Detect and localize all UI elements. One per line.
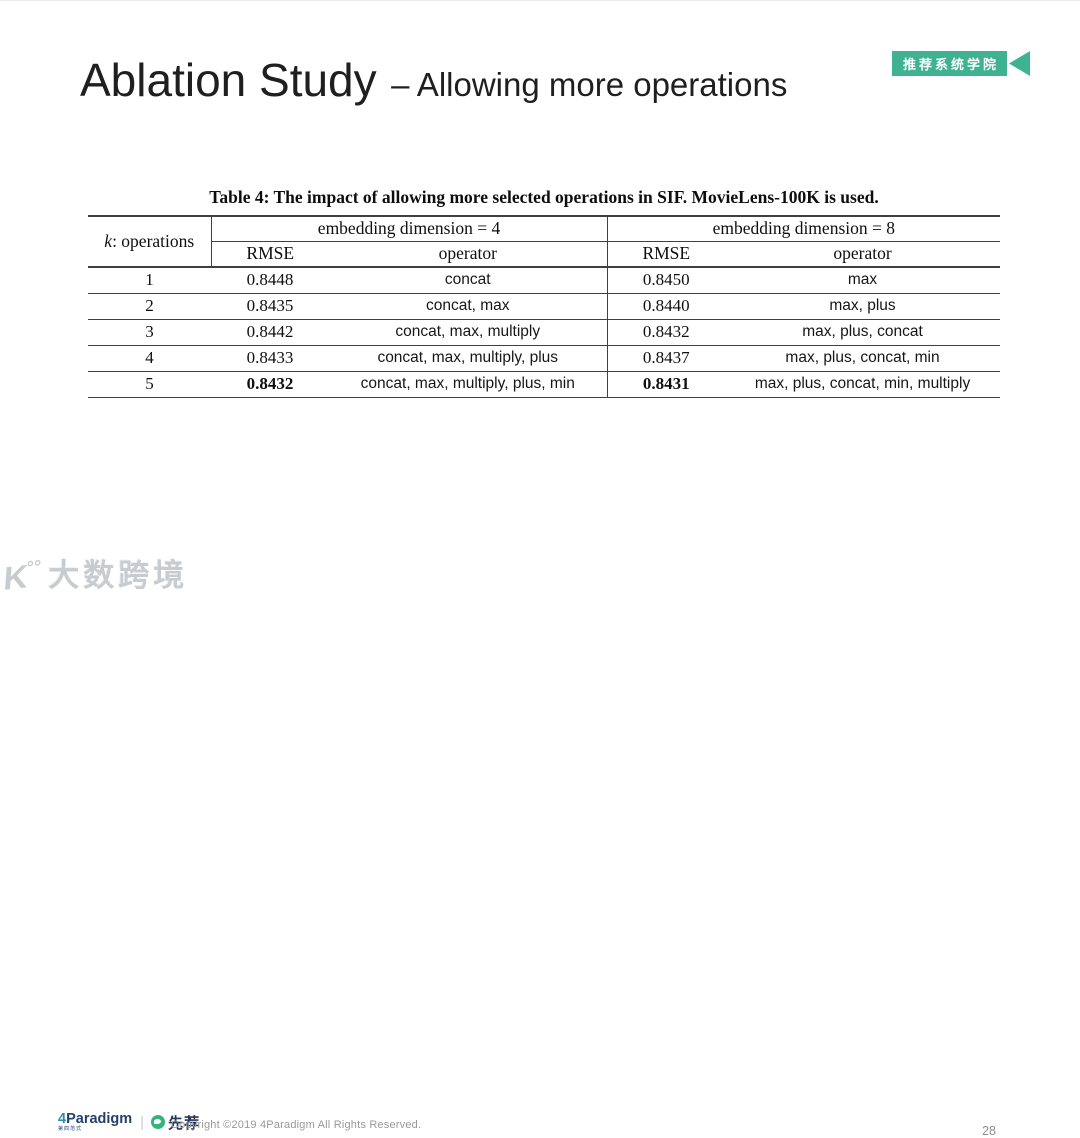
table-cell: concat, max, multiply, plus [329, 345, 608, 372]
copyright-text: Copyright ©2019 4Paradigm All Rights Res… [171, 1119, 422, 1131]
table-cell: 0.8433 [211, 345, 329, 372]
badge-arrow-icon [1009, 51, 1030, 76]
table-cell: 0.8432 [211, 371, 329, 398]
table-cell: 5 [88, 371, 211, 398]
col-group-dim4: embedding dimension = 4 [211, 216, 608, 242]
logo-divider: | [140, 1113, 145, 1131]
table-cell: max, plus [725, 293, 1001, 320]
col-header-k-operations: k: operations [88, 216, 212, 268]
col-header-rmse-dim4: RMSE [211, 241, 329, 268]
title-main: Ablation Study [80, 54, 377, 106]
results-table: k: operations embedding dimension = 4 em… [88, 215, 1001, 398]
table-row: 2 0.8435 concat, max 0.8440 max, plus [88, 293, 1001, 320]
table-row: 5 0.8432 concat, max, multiply, plus, min 0… [88, 371, 1001, 398]
k-symbol: k [104, 231, 113, 251]
slide-title: Ablation Study – Allowing more operation… [80, 53, 787, 107]
table-row: 3 0.8442 concat, max, multiply 0.8432 max, p… [88, 319, 1001, 346]
table-cell: concat [329, 267, 608, 294]
table-row: 4 0.8433 concat, max, multiply, plus 0.8437… [88, 345, 1001, 372]
table-cell: concat, max, multiply [329, 319, 608, 346]
badge-label: 推荐系统学院 [891, 51, 1007, 76]
table-row: 1 0.8448 concat 0.8450 max [88, 267, 1001, 294]
col-group-dim8: embedding dimension = 8 [607, 216, 1001, 242]
table-cell: 1 [88, 267, 211, 294]
table-caption: Table 4: The impact of allowing more sel… [209, 187, 879, 207]
col-header-rmse-dim8: RMSE [607, 241, 726, 268]
table-cell: 0.8437 [607, 345, 726, 372]
header-row-groups: k: operations embedding dimension = 4 em… [88, 216, 1001, 268]
table-cell: 0.8432 [607, 319, 726, 346]
col-header-operator-dim4: operator [329, 241, 608, 268]
header-row-columns: RMSE operator RMSE operator [88, 241, 1001, 268]
table-body: 1 0.8448 concat 0.8450 max 2 0.8435 concat, max… [88, 267, 1001, 398]
k-suffix: : operations [112, 231, 195, 251]
table-cell: max [725, 267, 1001, 294]
table-cell: 0.8440 [607, 293, 726, 320]
table-cell: 0.8448 [211, 267, 329, 294]
table-block: Table 4: The impact of allowing more sel… [88, 187, 1001, 398]
table-cell: 0.8442 [211, 319, 329, 346]
title-sub: – Allowing more operations [391, 66, 788, 103]
table-cell: 2 [88, 293, 211, 320]
table-cell: max, plus, concat, min, multiply [725, 371, 1001, 398]
col-header-operator-dim8: operator [725, 241, 1001, 268]
fourparadigm-cn-label: 第四范式 [58, 1126, 83, 1133]
corner-badge: 推荐系统学院 [891, 51, 1030, 76]
table-cell: 3 [88, 319, 211, 346]
table-cell: concat, max, multiply, plus, min [329, 371, 608, 398]
table-cell: max, plus, concat, min [725, 345, 1001, 372]
footer: 4Paradigm 第四范式 | 先荐 Copyright ©2019 4Par… [0, 556, 1080, 1138]
fourparadigm-logo: 4Paradigm 第四范式 [58, 1112, 132, 1133]
xianjian-circle-icon [151, 1115, 166, 1129]
table-cell: 0.8435 [211, 293, 329, 320]
table-cell: 0.8450 [607, 267, 726, 294]
table-cell: concat, max [329, 293, 608, 320]
table-cell: max, plus, concat [725, 319, 1001, 346]
page-number: 28 [982, 1124, 996, 1138]
table-cell: 0.8431 [607, 371, 726, 398]
table-cell: 4 [88, 345, 211, 372]
fourparadigm-wordmark: 4Paradigm [58, 1110, 133, 1127]
